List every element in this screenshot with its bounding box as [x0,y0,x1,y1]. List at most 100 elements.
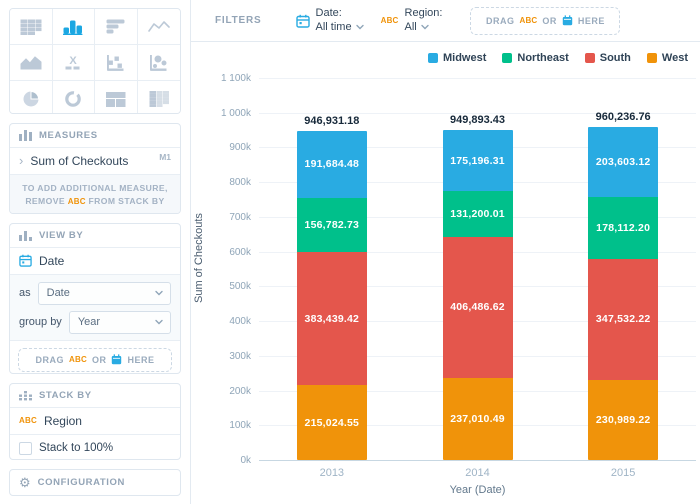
segment-value-label: 178,112.20 [596,222,651,235]
chart-type-treemap[interactable] [95,81,138,114]
donut-chart-icon [65,91,82,107]
legend-item-midwest[interactable]: Midwest [427,52,487,64]
bar-segment-2015-northeast[interactable]: 178,112.20 [588,197,659,260]
bar-segment-2014-midwest[interactable]: 175,196.31 [442,130,513,191]
sidebar: X MEASURES [0,0,191,504]
group-by-select[interactable]: Year [68,310,171,334]
legend-swatch [427,53,438,63]
as-row: as Date [19,281,171,305]
bar-segment-2014-west[interactable]: 237,010.49 [442,377,513,460]
measures-title: MEASURES [39,130,98,142]
x-axis-baseline [259,460,696,461]
view-by-dropzone[interactable]: DRAG ABC OR HERE [18,347,172,372]
row-chart-icon [106,19,125,34]
legend-label: Midwest [442,52,487,64]
segment-value-label: 175,196.31 [450,154,505,167]
filter-date[interactable]: Date: All time [295,7,364,35]
bar-segment-2013-midwest[interactable]: 191,684.48 [296,131,367,198]
chart-type-pivot-table[interactable] [137,81,180,114]
segment-value-label: 383,439.42 [304,312,360,325]
configuration-panel[interactable]: ⚙ CONFIGURATION [9,468,181,497]
as-label: as [19,287,31,300]
filters-label: FILTERS [215,15,262,26]
chart-type-area[interactable] [10,45,53,81]
legend-item-northeast[interactable]: Northeast [502,52,569,64]
x-axis-icon: X [65,55,80,70]
y-tick-label: 100k [229,420,251,432]
legend-item-west[interactable]: West [646,52,688,64]
chevron-down-icon [421,24,429,31]
filter-region[interactable]: ABC Region: All [381,7,443,35]
segment-value-label: 237,010.49 [450,412,505,425]
bar-segment-2014-northeast[interactable]: 131,200.01 [442,190,513,237]
segment-value-label: 347,532.22 [595,313,651,326]
bar-segment-2014-south[interactable]: 406,486.62 [442,236,513,378]
chart-type-pie[interactable] [10,81,53,114]
chart-type-line[interactable] [137,9,180,45]
bar-segment-2015-midwest[interactable]: 203,603.12 [588,126,659,198]
gridline [259,78,696,79]
chart-type-scatter[interactable] [95,45,138,81]
view-by-field-date[interactable]: Date [10,247,180,275]
bar-2015[interactable]: 203,603.12 178,112.20 347,532.22 230,989.22 [588,126,659,460]
configuration-header[interactable]: ⚙ CONFIGURATION [10,470,180,495]
stack-by-field-label: Region [43,413,82,428]
main-area: FILTERS Date: All time ABC Region: All [191,0,700,504]
chart-type-bubble[interactable] [137,45,180,81]
segment-value-label: 406,486.62 [450,301,505,314]
bar-segment-2015-west[interactable]: 230,989.22 [588,379,659,460]
bar-segment-2013-west[interactable]: 215,024.55 [296,385,367,460]
filter-date-text: Date: All time [315,7,364,35]
legend-swatch [502,53,513,63]
table-icon [20,19,42,35]
bar-2014[interactable]: 175,196.31 131,200.01 406,486.62 237,010.49 [442,130,513,460]
chevron-down-icon [155,290,163,297]
chart-type-bars-selected[interactable] [52,9,95,45]
chart-type-x-axis[interactable]: X [52,45,95,81]
as-select[interactable]: Date [37,281,171,305]
view-by-controls: as Date group by Year [10,274,180,341]
chart-type-table[interactable] [10,9,53,45]
filter-date-value-text: All time [315,20,352,33]
abc-icon: ABC [380,16,399,25]
y-tick-label: 900k [229,142,251,154]
y-tick-label: 500k [229,281,251,293]
area-chart-icon [20,56,42,70]
bar-segment-2013-south[interactable]: 383,439.42 [296,252,367,386]
segment-value-label: 215,024.55 [304,416,360,429]
expand-chevron-icon[interactable]: › [19,152,24,168]
pivot-table-icon [149,91,169,107]
view-by-panel: VIEW BY Date as Date group by Year [9,222,181,374]
y-tick-label: 800k [229,177,251,189]
configuration-title: CONFIGURATION [37,477,125,489]
filter-region-text: Region: All [405,7,443,35]
legend-swatch [584,53,595,63]
stack-by-field-region[interactable]: ABC Region [10,407,180,435]
view-by-icon [19,230,32,241]
stack-by-title: STACK BY [39,389,92,401]
measure-row-sum-of-checkouts[interactable]: › Sum of Checkouts M1 [10,148,180,176]
stack-to-100-checkbox[interactable] [19,441,32,455]
calendar-icon [562,15,573,26]
bar-2013[interactable]: 191,684.48 156,782.73 383,439.42 215,024.55 [296,131,367,460]
filter-dropzone[interactable]: DRAG ABC OR HERE [470,6,621,35]
chart-type-picker: X [9,8,181,115]
group-by-label: group by [19,316,62,329]
legend-label: Northeast [517,52,569,64]
y-tick-label: 600k [229,246,251,258]
bubble-chart-icon [149,54,167,71]
stacked-bar-chart: Midwest Northeast South West Sum of Checkou… [191,42,700,504]
abc-icon: ABC [519,16,538,25]
chart-legend: Midwest Northeast South West [427,52,688,64]
x-tick-label: 2014 [465,467,490,479]
bar-segment-2015-south[interactable]: 347,532.22 [588,259,659,380]
chart-type-donut[interactable] [52,81,95,114]
view-by-field-label: Date [39,253,65,268]
stack-by-icon [19,390,32,401]
bar-segment-2013-northeast[interactable]: 156,782.73 [296,197,367,253]
chart-type-horizontal-bars[interactable] [95,9,138,45]
x-axis-title: Year (Date) [449,484,506,496]
group-by-select-value: Year [77,316,101,329]
legend-item-south[interactable]: South [584,52,631,64]
stack-by-header: STACK BY [10,384,180,408]
